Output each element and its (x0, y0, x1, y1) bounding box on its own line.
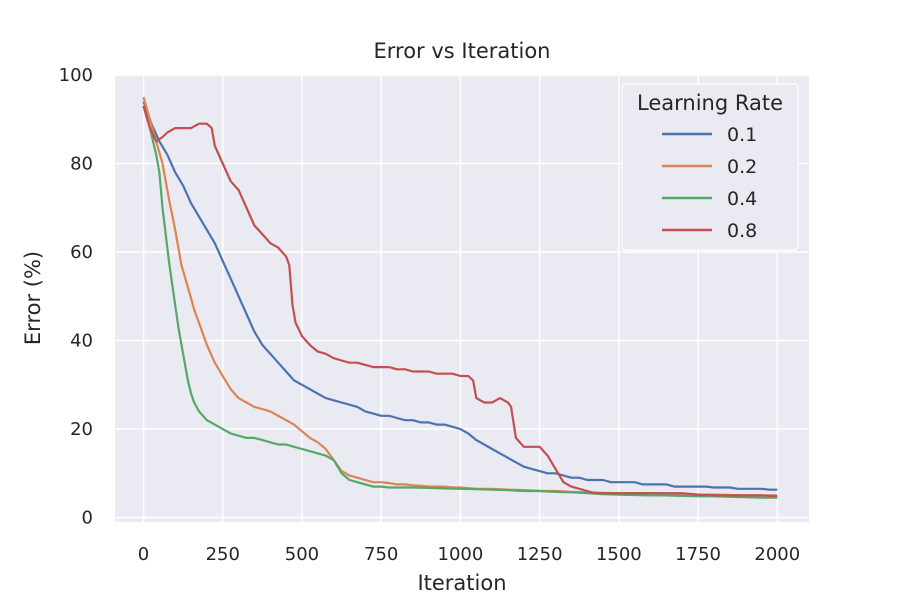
x-tick-label: 500 (285, 544, 319, 565)
legend-label: 0.2 (727, 156, 757, 178)
x-tick-label: 0 (138, 544, 149, 565)
legend-title: Learning Rate (637, 91, 783, 115)
series-line-0-8 (142, 105, 778, 498)
x-tick-label: 1250 (517, 544, 563, 565)
y-tick-label: 20 (70, 419, 93, 440)
x-tick-label: 250 (206, 544, 240, 565)
series-line-0-1 (142, 101, 778, 491)
legend-items: 0.1 0.2 0.4 0.8 (662, 124, 757, 242)
y-tick-label: 0 (82, 508, 93, 529)
legend-label: 0.1 (727, 124, 757, 146)
y-tick-label: 80 (70, 154, 93, 175)
y-tick-label: 100 (59, 65, 93, 86)
legend: Learning Rate 0.1 0.2 0.4 0.8 (621, 83, 799, 251)
chart-title: Error vs Iteration (374, 39, 551, 63)
x-tick-label: 1750 (675, 544, 721, 565)
legend-label: 0.8 (727, 220, 757, 242)
y-tick-labels: 0 20 40 60 80 100 (59, 65, 93, 529)
y-axis-label: Error (%) (21, 251, 45, 345)
x-tick-label: 1500 (596, 544, 642, 565)
x-tick-label: 2000 (754, 544, 800, 565)
x-tick-labels: 0 250 500 750 1000 1250 1500 1750 2000 (138, 544, 800, 565)
x-tick-label: 750 (364, 544, 398, 565)
y-tick-label: 40 (70, 331, 93, 352)
x-tick-label: 1000 (438, 544, 484, 565)
x-axis-label: Iteration (417, 571, 506, 595)
legend-label: 0.4 (727, 188, 757, 210)
series-lines (142, 96, 778, 499)
y-tick-label: 60 (70, 242, 93, 263)
